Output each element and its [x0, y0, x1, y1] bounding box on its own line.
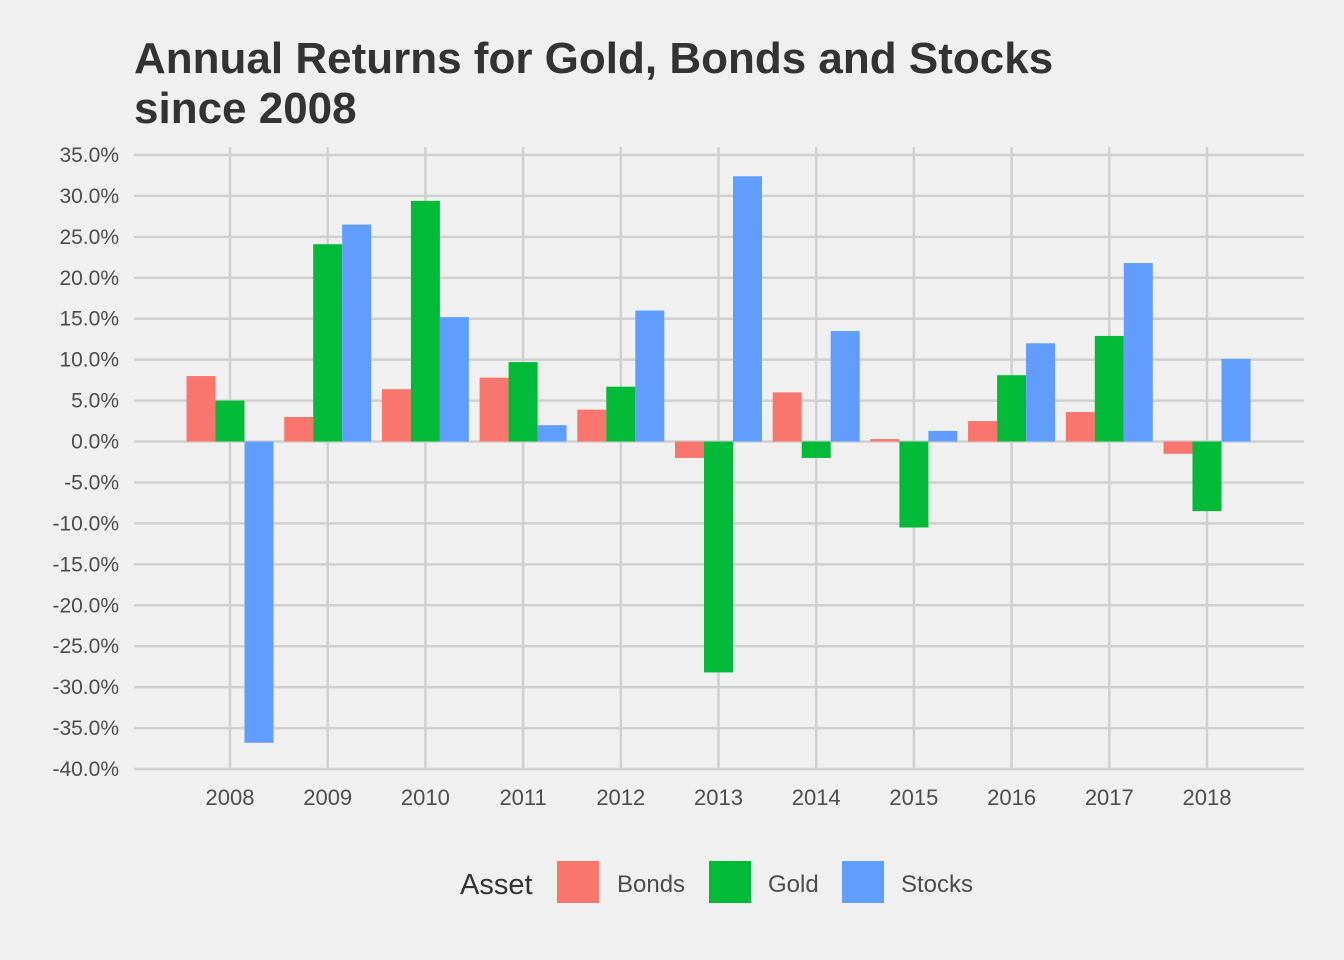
x-tick-label: 2016 [987, 785, 1036, 810]
bar-gold-2010 [410, 200, 440, 442]
legend-swatch-gold [709, 861, 751, 903]
legend-title: Asset [460, 869, 533, 901]
y-tick-label: -5.0% [64, 471, 119, 494]
x-tick-label: 2014 [792, 785, 841, 810]
legend-swatch-bonds [557, 861, 599, 903]
bar-stocks-2015 [928, 430, 958, 442]
y-tick-label: 25.0% [59, 226, 119, 249]
bar-stocks-2013 [733, 176, 762, 442]
bar-gold-2014 [801, 441, 831, 458]
bar-bonds-2013 [675, 441, 704, 458]
bar-gold-2013 [704, 441, 733, 673]
bar-bonds-2018 [1163, 441, 1193, 454]
bar-stocks-2010 [439, 317, 469, 442]
chart-title-line-2: since 2008 [134, 84, 357, 133]
bar-stocks-2014 [830, 331, 860, 442]
y-tick-label: -25.0% [52, 635, 119, 658]
bar-bonds-2008 [186, 376, 216, 442]
y-tick-label: -15.0% [52, 553, 119, 576]
x-tick-label: 2008 [206, 785, 255, 810]
bar-bonds-2016 [968, 421, 998, 442]
bar-gold-2016 [997, 375, 1027, 442]
y-tick-label: 30.0% [59, 185, 119, 208]
y-tick-label: -40.0% [52, 758, 119, 781]
x-tick-label: 2013 [694, 785, 743, 810]
bar-stocks-2012 [635, 310, 665, 442]
bar-bonds-2012 [577, 409, 607, 442]
y-tick-label: 10.0% [59, 349, 119, 372]
y-tick-label: -30.0% [52, 676, 119, 699]
bar-stocks-2016 [1026, 343, 1056, 442]
bar-stocks-2009 [342, 224, 372, 442]
bar-bonds-2015 [870, 439, 900, 442]
bar-stocks-2017 [1123, 263, 1153, 442]
bar-gold-2012 [606, 386, 636, 442]
y-tick-label: -10.0% [52, 512, 119, 535]
bar-gold-2008 [215, 400, 245, 442]
x-tick-label: 2012 [596, 785, 645, 810]
x-tick-label: 2011 [499, 785, 546, 810]
bar-gold-2017 [1094, 335, 1124, 442]
y-tick-label: 5.0% [71, 390, 119, 413]
bar-gold-2015 [899, 441, 929, 528]
bar-gold-2009 [313, 244, 343, 442]
legend-swatch-stocks [842, 861, 884, 903]
x-tick-label: 2015 [889, 785, 938, 810]
legend-label-gold: Gold [768, 871, 819, 898]
bar-stocks-2008 [244, 441, 274, 743]
chart-title-line-1: Annual Returns for Gold, Bonds and Stock… [134, 34, 1054, 83]
y-tick-label: -35.0% [52, 717, 119, 740]
bar-bonds-2010 [381, 389, 411, 442]
bar-bonds-2011 [479, 377, 509, 442]
y-tick-label: 0.0% [71, 431, 119, 454]
bar-gold-2018 [1192, 441, 1222, 512]
y-tick-label: 20.0% [59, 267, 119, 290]
bar-bonds-2009 [284, 416, 314, 442]
bar-bonds-2014 [772, 392, 802, 442]
x-tick-label: 2018 [1183, 785, 1232, 810]
y-tick-label: -20.0% [52, 594, 119, 617]
legend-label-bonds: Bonds [617, 871, 685, 898]
x-tick-label: 2010 [401, 785, 450, 810]
x-tick-label: 2009 [303, 785, 352, 810]
y-tick-label: 15.0% [59, 308, 119, 331]
x-tick-label: 2017 [1085, 785, 1134, 810]
bar-stocks-2018 [1221, 358, 1251, 442]
bar-stocks-2011 [537, 425, 567, 442]
legend-label-stocks: Stocks [901, 871, 973, 898]
chart-title: Annual Returns for Gold, Bonds and Stock… [134, 34, 1234, 134]
bar-gold-2011 [508, 362, 538, 442]
bar-bonds-2017 [1065, 412, 1095, 442]
y-tick-label: 35.0% [59, 144, 119, 167]
